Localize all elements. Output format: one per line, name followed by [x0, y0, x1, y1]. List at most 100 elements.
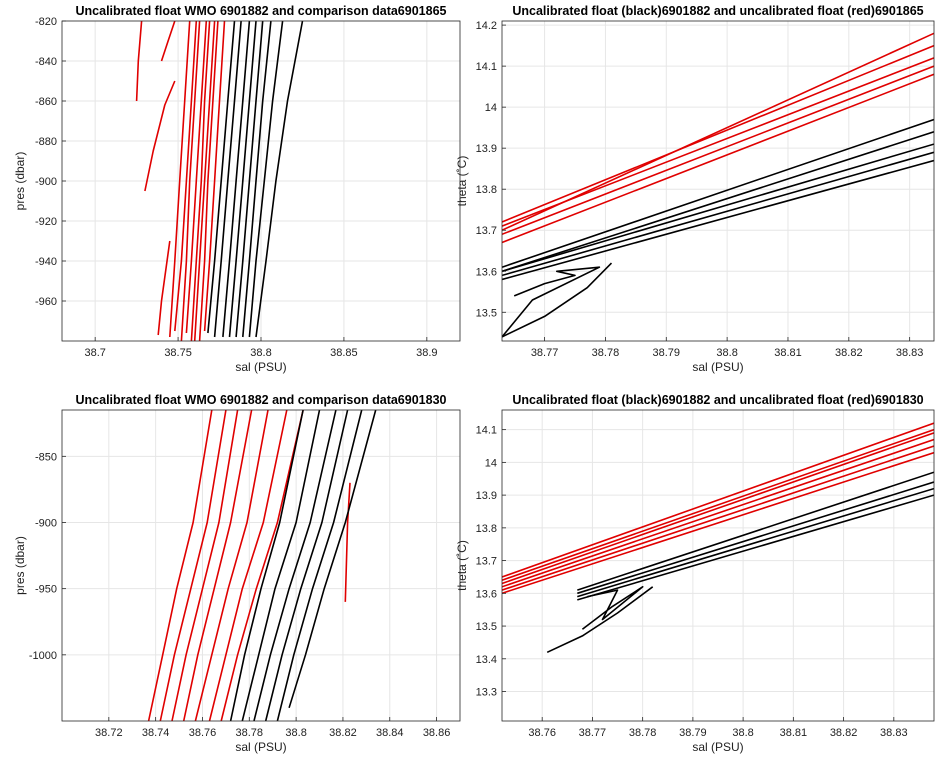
- x-tick-label: 38.9: [416, 347, 437, 359]
- x-tick-label: 38.8: [732, 727, 753, 739]
- black-profile-line: [207, 21, 236, 334]
- red-profile-line: [502, 73, 934, 244]
- series-group: [502, 32, 934, 338]
- red-profile-line: [502, 445, 934, 591]
- x-tick-label: 38.78: [629, 727, 657, 739]
- red-profile-line: [208, 410, 288, 721]
- black-profile-line: [502, 159, 934, 281]
- red-profile-line: [502, 44, 934, 223]
- y-tick-label: -900: [35, 517, 57, 529]
- black-profile-line: [255, 21, 304, 338]
- red-profile-line: [502, 428, 934, 581]
- black-profile-line: [577, 494, 934, 601]
- black-profile-line: [502, 131, 934, 273]
- y-tick-label: 13.9: [476, 143, 497, 155]
- y-tick-label: -880: [35, 136, 57, 148]
- black-profile-line: [502, 143, 934, 273]
- x-tick-label: 38.78: [236, 727, 264, 739]
- x-tick-label: 38.77: [531, 347, 559, 359]
- chart-panel-1: 38.7 38.75 38.8 38.85 38.9 -960 -940 -920 -900 -8…: [13, 4, 461, 374]
- red-profile-line: [502, 438, 934, 588]
- y-tick-label: 13.8: [476, 184, 497, 196]
- plot-area: [62, 410, 460, 721]
- y-tick-label: 13.6: [476, 588, 497, 600]
- black-profile-line: [235, 21, 264, 338]
- y-tick-label: 14: [485, 457, 497, 469]
- x-tick-label: 38.7: [84, 347, 105, 359]
- x-tick-label: 38.82: [329, 727, 357, 739]
- y-tick-label: 13.7: [476, 556, 497, 568]
- red-profile-line: [502, 65, 934, 236]
- y-tick-label: -860: [35, 96, 57, 108]
- red-profile-line: [502, 422, 934, 578]
- y-tick-label: -1000: [29, 650, 57, 662]
- x-tick-label: 38.81: [774, 347, 802, 359]
- black-profile-line: [264, 410, 349, 721]
- chart-title: Uncalibrated float (black)6901882 and un…: [512, 393, 923, 407]
- x-tick-label: 38.83: [896, 347, 924, 359]
- black-profile-line: [213, 21, 242, 338]
- black-profile-line: [288, 410, 377, 709]
- red-profile-line: [180, 21, 201, 341]
- chart-title: Uncalibrated float WMO 6901882 and compa…: [76, 393, 447, 407]
- black-profile-line: [229, 410, 304, 721]
- y-axis-label: theta (˚C): [455, 156, 469, 207]
- red-profile-line: [194, 410, 269, 721]
- red-profile-line: [182, 410, 253, 721]
- y-tick-label: -820: [35, 16, 57, 28]
- red-profile-line: [135, 21, 143, 102]
- y-tick-label: 13.8: [476, 523, 497, 535]
- x-tick-label: 38.79: [679, 727, 707, 739]
- red-profile-line: [169, 21, 191, 338]
- red-profile-line: [190, 21, 211, 341]
- black-profile-line: [222, 21, 251, 338]
- x-tick-label: 38.76: [189, 727, 217, 739]
- y-tick-label: 13.3: [476, 687, 497, 699]
- x-axis-label: sal (PSU): [692, 360, 743, 374]
- plot-area: [502, 21, 934, 341]
- red-profile-line: [147, 410, 213, 721]
- y-tick-label: -920: [35, 216, 57, 228]
- black-profile-line: [546, 586, 654, 654]
- black-profile-line: [577, 471, 934, 591]
- y-tick-label: 13.5: [476, 307, 497, 319]
- red-profile-line: [157, 240, 171, 336]
- y-tick-label: 13.7: [476, 225, 497, 237]
- x-axis-label: sal (PSU): [235, 360, 286, 374]
- red-profile-line: [144, 80, 176, 192]
- series-group: [135, 21, 304, 341]
- y-tick-label: 13.4: [476, 654, 497, 666]
- red-profile-line: [220, 410, 304, 721]
- x-tick-label: 38.85: [330, 347, 358, 359]
- black-profile-line: [248, 21, 284, 338]
- y-tick-label: 14.1: [476, 425, 497, 437]
- black-profile-line: [502, 262, 613, 338]
- black-profile-line: [253, 410, 337, 721]
- x-tick-label: 38.72: [95, 727, 123, 739]
- x-axis-label: sal (PSU): [692, 740, 743, 754]
- chart-panel-2: 38.77 38.78 38.79 38.8 38.81 38.82 38.83 13.5 13…: [455, 4, 935, 374]
- y-axis-label: theta (˚C): [455, 540, 469, 591]
- y-tick-label: -960: [35, 296, 57, 308]
- y-tick-label: -950: [35, 584, 57, 596]
- x-tick-label: 38.74: [142, 727, 170, 739]
- y-tick-label: -900: [35, 176, 57, 188]
- x-tick-label: 38.86: [423, 727, 451, 739]
- series-group: [502, 422, 934, 654]
- black-profile-line: [502, 151, 934, 277]
- x-tick-label: 38.8: [716, 347, 737, 359]
- y-tick-label: 13.9: [476, 490, 497, 502]
- red-profile-line: [203, 21, 226, 332]
- black-profile-line: [581, 585, 644, 630]
- red-profile-line: [193, 21, 216, 341]
- x-tick-label: 38.8: [250, 347, 271, 359]
- red-profile-line: [174, 21, 198, 332]
- y-tick-label: 14: [485, 102, 497, 114]
- y-tick-label: -840: [35, 56, 57, 68]
- black-profile-line: [241, 410, 321, 721]
- red-profile-line: [198, 21, 219, 341]
- red-profile-line: [502, 432, 934, 585]
- red-profile-line: [185, 21, 208, 334]
- x-tick-label: 38.78: [592, 347, 620, 359]
- red-profile-line: [159, 410, 227, 721]
